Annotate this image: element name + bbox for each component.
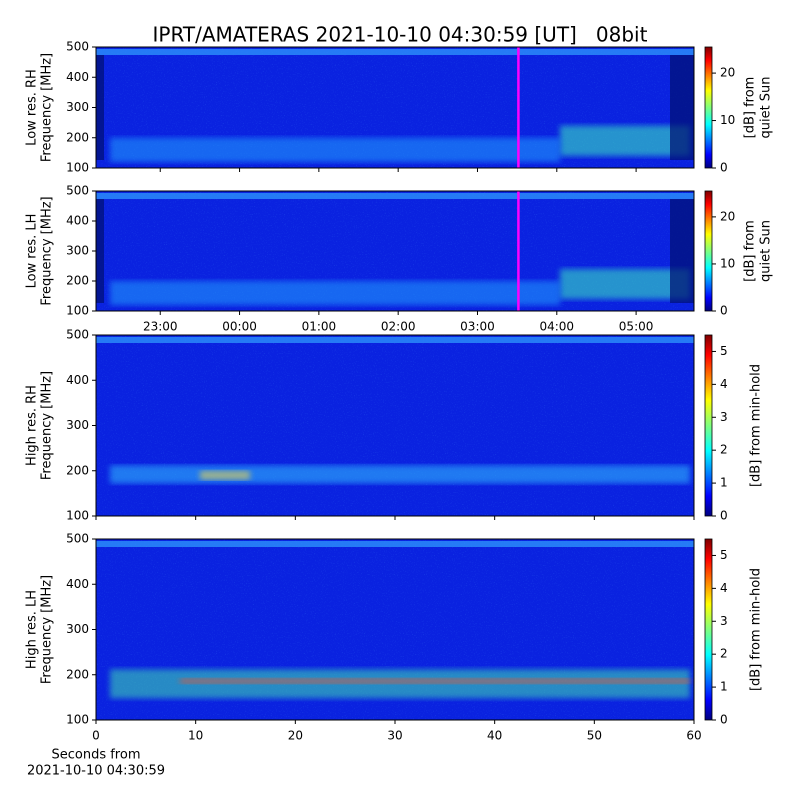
colorbar-tick-label: 1	[720, 680, 728, 694]
y-tick-label: 300	[66, 418, 89, 432]
spectrogram-band	[96, 541, 694, 547]
spectrogram-band	[96, 337, 694, 343]
y-tick-label: 500	[66, 532, 89, 546]
colorbar	[704, 190, 713, 312]
x-axis-label: 2021-10-10 04:30:59	[27, 764, 165, 779]
y-tick-label: 200	[66, 463, 89, 477]
y-axis-label: Frequency [MHz]	[40, 53, 55, 162]
x-tick-label: 60	[686, 729, 701, 743]
x-tick-label: 03:00	[460, 320, 495, 334]
x-tick-label: 40	[487, 729, 502, 743]
spectrogram-emission	[110, 281, 560, 305]
y-tick-label: 500	[66, 328, 89, 342]
y-tick-label: 300	[66, 100, 89, 114]
x-tick-label: 0	[92, 729, 100, 743]
y-axis-label: Frequency [MHz]	[40, 196, 55, 305]
colorbar-tick-label: 0	[720, 713, 728, 727]
colorbar-label: [dB] from min-hold	[749, 364, 764, 487]
spectrogram-edge	[670, 199, 694, 303]
y-axis-label: High res. LH	[25, 590, 40, 669]
x-tick-label: 05:00	[619, 320, 654, 334]
colorbar-label: quiet Sun	[759, 76, 774, 138]
y-tick-label: 100	[66, 161, 89, 175]
y-axis-label: High res. RH	[25, 385, 40, 466]
colorbar	[704, 46, 713, 169]
colorbar-tick-label: 0	[720, 304, 728, 318]
colorbar-label: [dB] from	[743, 77, 758, 139]
x-axis-label: Seconds from	[51, 748, 140, 763]
colorbar-tick-label: 4	[720, 377, 728, 391]
spectrogram-band	[96, 49, 694, 55]
colorbar-tick-label: 1	[720, 476, 728, 490]
spectrogram-emission	[560, 269, 690, 299]
y-tick-label: 300	[66, 622, 89, 636]
colorbar	[704, 538, 713, 721]
x-tick-label: 00:00	[222, 320, 257, 334]
colorbar-tick-label: 3	[720, 614, 728, 628]
y-tick-label: 400	[66, 373, 89, 387]
colorbar-tick-label: 5	[720, 548, 728, 562]
colorbar-tick-label: 20	[720, 209, 735, 223]
spectrogram-noise	[96, 335, 694, 516]
x-tick-label: 02:00	[381, 320, 416, 334]
x-tick-label: 23:00	[143, 320, 178, 334]
y-tick-label: 100	[66, 304, 89, 318]
colorbar-label: [dB] from min-hold	[749, 568, 764, 691]
x-tick-label: 04:00	[539, 320, 574, 334]
figure-title: IPRT/AMATERAS 2021-10-10 04:30:59 [UT] 0…	[153, 23, 648, 47]
colorbar-tick-label: 0	[720, 161, 728, 175]
x-tick-label: 20	[288, 729, 303, 743]
colorbar-tick-label: 10	[720, 256, 735, 270]
y-tick-label: 200	[66, 130, 89, 144]
x-tick-label: 01:00	[302, 320, 337, 334]
spectrogram-emission	[110, 465, 690, 484]
y-tick-label: 100	[66, 509, 89, 523]
colorbar-tick-label: 5	[720, 344, 728, 358]
y-tick-label: 200	[66, 274, 89, 288]
y-tick-label: 400	[66, 70, 89, 84]
spectrogram-emission	[200, 470, 250, 480]
spectrogram-band	[96, 193, 694, 199]
spectrogram-emission	[110, 669, 690, 699]
y-tick-label: 300	[66, 244, 89, 258]
colorbar-tick-label: 2	[720, 647, 728, 661]
colorbar-tick-label: 0	[720, 509, 728, 523]
spectrogram-emission	[560, 125, 690, 156]
x-tick-label: 10	[188, 729, 203, 743]
colorbar-label: quiet Sun	[759, 220, 774, 282]
y-tick-label: 500	[66, 184, 89, 198]
spectrogram-edge	[96, 199, 104, 303]
spectrogram-emission	[110, 137, 560, 162]
spectrogram-emission	[180, 678, 690, 684]
colorbar-tick-label: 20	[720, 66, 735, 80]
colorbar-tick-label: 3	[720, 410, 728, 424]
colorbar	[704, 334, 713, 517]
y-axis-label: Low res. RH	[25, 69, 40, 146]
colorbar-label: [dB] from	[743, 220, 758, 282]
spectrogram-edge	[670, 55, 694, 160]
y-axis-label: Frequency [MHz]	[40, 371, 55, 480]
y-axis-label: Low res. LH	[25, 214, 40, 289]
colorbar-tick-label: 2	[720, 443, 728, 457]
y-axis-label: Frequency [MHz]	[40, 575, 55, 684]
y-tick-label: 200	[66, 667, 89, 681]
y-tick-label: 400	[66, 214, 89, 228]
y-tick-label: 100	[66, 713, 89, 727]
colorbar-tick-label: 10	[720, 113, 735, 127]
x-tick-label: 50	[587, 729, 602, 743]
spectrogram-edge	[96, 55, 104, 160]
y-tick-label: 500	[66, 40, 89, 54]
y-tick-label: 400	[66, 577, 89, 591]
x-tick-label: 30	[387, 729, 402, 743]
colorbar-tick-label: 4	[720, 581, 728, 595]
